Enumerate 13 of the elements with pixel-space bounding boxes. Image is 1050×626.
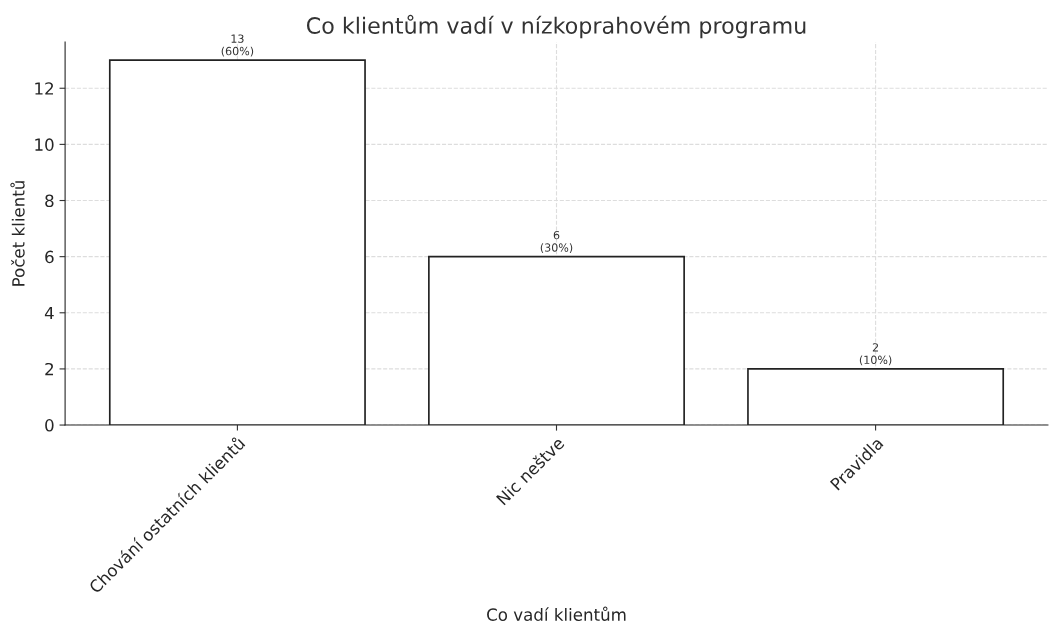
y-tick-label: 0 [45, 419, 54, 432]
chart-title: Co klientům vadí v nízkoprahovém programu [306, 14, 806, 39]
y-tick-label: 6 [45, 250, 54, 264]
y-tick-label: 10 [35, 138, 54, 151]
y-tick-label: 2 [45, 362, 54, 376]
data-label: 13 (60%) [221, 34, 254, 57]
y-tick-label: 4 [44, 306, 54, 320]
y-tick-label: 12 [35, 82, 54, 95]
data-label: 2 (10%) [859, 343, 892, 366]
y-axis-title: Počet klientů [10, 181, 25, 286]
x-axis-title: Co vadí klientům [487, 606, 626, 621]
y-tick-label: 8 [45, 194, 54, 208]
data-label: 6 (30%) [540, 230, 573, 254]
